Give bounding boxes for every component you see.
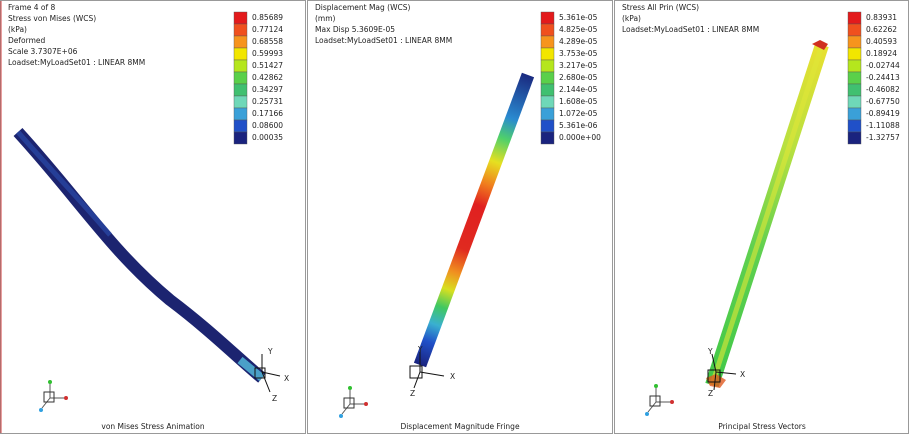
- triad-label: X: [284, 374, 289, 383]
- header-line: Frame 4 of 8: [8, 3, 56, 12]
- legend-label: 0.17166: [252, 109, 283, 118]
- legend-label: 1.608e-05: [559, 97, 598, 106]
- legend-swatch: [848, 96, 861, 108]
- caption: von Mises Stress Animation: [101, 422, 204, 431]
- legend-swatch: [541, 120, 554, 132]
- legend-label: -0.67750: [866, 97, 900, 106]
- result-window: Frame 4 of 8 Stress von Mises (WCS) (kPa) D…: [0, 0, 909, 434]
- legend-label: 4.289e-05: [559, 37, 598, 46]
- legend-swatch: [848, 24, 861, 36]
- header-line: Stress All Prin (WCS): [622, 3, 699, 12]
- legend-label: 0.51427: [252, 61, 283, 70]
- legend-swatch: [234, 120, 247, 132]
- legend-swatch: [541, 48, 554, 60]
- legend-swatch: [848, 84, 861, 96]
- header-line: (mm): [315, 14, 336, 23]
- legend-label: -1.32757: [866, 133, 900, 142]
- triad-label: Z: [410, 389, 415, 398]
- legend-swatch: [848, 108, 861, 120]
- legend-swatch: [234, 132, 247, 144]
- legend-swatch: [234, 12, 247, 24]
- header-line: Deformed: [8, 36, 45, 45]
- legend-label: 0.62262: [866, 25, 897, 34]
- triad-label: Z: [272, 394, 277, 403]
- legend-swatch: [848, 132, 861, 144]
- header-line: Max Disp 5.3609E-05: [315, 25, 395, 34]
- legend-label: 1.072e-05: [559, 109, 598, 118]
- legend-label: 5.361e-06: [559, 121, 598, 130]
- header-line: Loadset:MyLoadSet01 : LINEAR 8MM: [315, 36, 452, 45]
- legend-swatch: [234, 108, 247, 120]
- legend-label: 4.825e-05: [559, 25, 598, 34]
- legend-swatch: [848, 72, 861, 84]
- legend-label: -0.02744: [866, 61, 900, 70]
- legend-label: 0.00035: [252, 133, 283, 142]
- legend-label: 0.68558: [252, 37, 283, 46]
- legend-label: 0.59993: [252, 49, 283, 58]
- legend-label: 0.18924: [866, 49, 897, 58]
- legend-label: -0.46082: [866, 85, 900, 94]
- legend-label: 5.361e-05: [559, 13, 598, 22]
- legend-label: 0.42862: [252, 73, 283, 82]
- header-line: Loadset:MyLoadSet01 : LINEAR 8MM: [622, 25, 759, 34]
- legend-swatch: [541, 60, 554, 72]
- legend-label: -0.89419: [866, 109, 900, 118]
- triad-label: Z: [708, 389, 713, 398]
- legend-swatch: [234, 96, 247, 108]
- triad-label: Y: [267, 347, 273, 356]
- legend-label: -0.24413: [866, 73, 900, 82]
- triad-label: Y: [707, 347, 713, 356]
- header-line: Stress von Mises (WCS): [8, 14, 96, 23]
- legend-swatch: [541, 12, 554, 24]
- triad-label: X: [450, 372, 455, 381]
- legend-swatch: [541, 96, 554, 108]
- legend-swatch: [541, 24, 554, 36]
- header-line: (kPa): [622, 14, 641, 23]
- triad-label: X: [740, 370, 745, 379]
- header-line: Displacement Mag (WCS): [315, 3, 410, 12]
- legend-swatch: [234, 48, 247, 60]
- legend-label: 0.25731: [252, 97, 283, 106]
- legend-swatch: [541, 84, 554, 96]
- legend-swatch: [541, 132, 554, 144]
- header-line: (kPa): [8, 25, 27, 34]
- legend-swatch: [541, 108, 554, 120]
- header-line: Scale 3.7307E+06: [8, 47, 78, 56]
- legend-swatch: [234, 72, 247, 84]
- legend-label: 0.000e+00: [559, 133, 601, 142]
- legend-swatch: [234, 36, 247, 48]
- legend-label: 0.08600: [252, 121, 283, 130]
- legend-label: 3.217e-05: [559, 61, 598, 70]
- legend-swatch: [848, 36, 861, 48]
- legend-label: 2.144e-05: [559, 85, 598, 94]
- legend-swatch: [234, 84, 247, 96]
- triad-label: Y: [417, 345, 423, 354]
- legend-swatch: [848, 48, 861, 60]
- legend-label: 3.753e-05: [559, 49, 598, 58]
- legend-label: 0.34297: [252, 85, 283, 94]
- legend-label: 0.83931: [866, 13, 897, 22]
- header-line: Loadset:MyLoadSet01 : LINEAR 8MM: [8, 58, 145, 67]
- legend-label: -1.11088: [866, 121, 900, 130]
- legend-swatch: [848, 60, 861, 72]
- legend-swatch: [541, 36, 554, 48]
- caption: Displacement Magnitude Fringe: [400, 422, 520, 431]
- legend-swatch: [848, 12, 861, 24]
- caption: Principal Stress Vectors: [718, 422, 806, 431]
- legend-swatch: [234, 60, 247, 72]
- legend-swatch: [234, 24, 247, 36]
- legend-label: 0.85689: [252, 13, 283, 22]
- legend-swatch: [848, 120, 861, 132]
- legend-label: 0.40593: [866, 37, 897, 46]
- legend-label: 2.680e-05: [559, 73, 598, 82]
- legend-swatch: [541, 72, 554, 84]
- legend-label: 0.77124: [252, 25, 283, 34]
